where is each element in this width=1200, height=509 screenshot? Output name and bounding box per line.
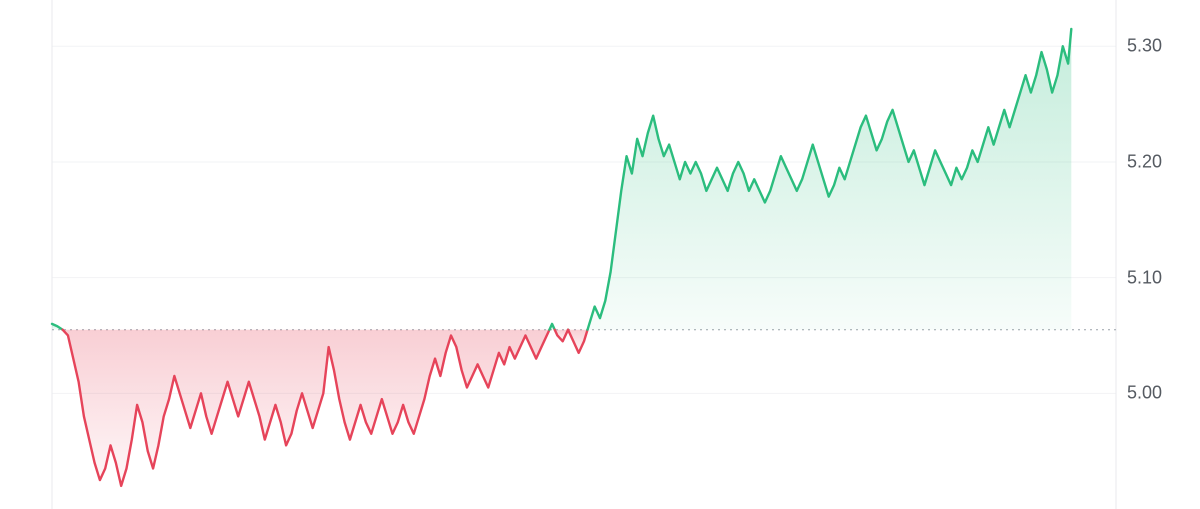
y-tick-label: 5.30: [1127, 36, 1162, 57]
chart-canvas: [0, 0, 1200, 509]
y-tick-label: 5.10: [1127, 267, 1162, 288]
price-chart: 5.00 5.10 5.20 5.30: [0, 0, 1200, 509]
y-tick-label: 5.20: [1127, 151, 1162, 172]
y-tick-label: 5.00: [1127, 383, 1162, 404]
